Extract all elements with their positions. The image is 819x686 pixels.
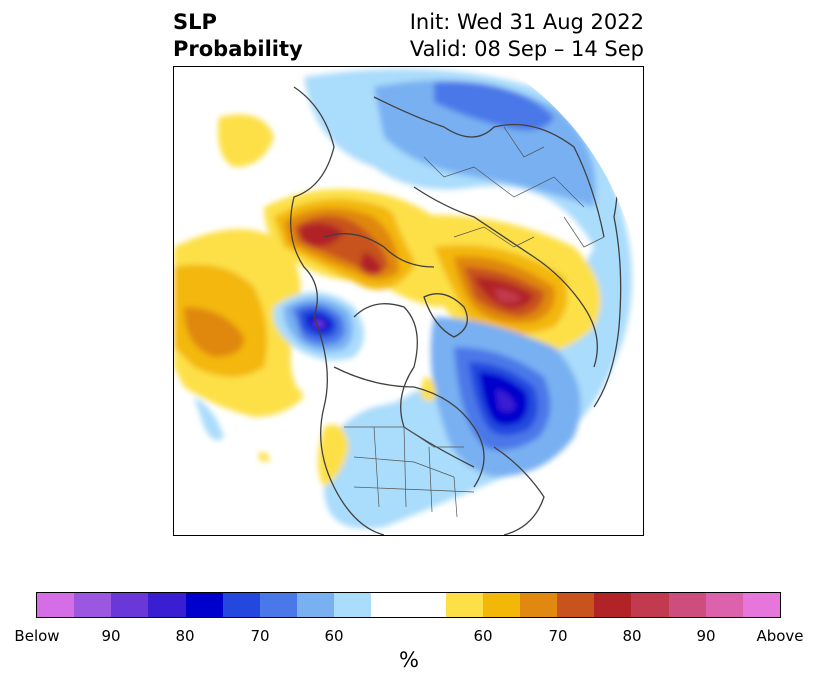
colorbar-cell-above-4: [557, 593, 595, 617]
colorbar-cell-below-1: [37, 593, 75, 617]
colorbar-tick-below: Below: [14, 627, 60, 645]
colorbar-cell-below-6: [222, 593, 260, 617]
init-date: Init: Wed 31 Aug 2022: [409, 10, 644, 34]
colorbar-tick-above-60: 60: [473, 627, 493, 645]
colorbar-tick-above-90: 90: [696, 627, 716, 645]
title-variable: SLP: [173, 10, 217, 34]
colorbar-unit-label: %: [399, 648, 419, 672]
colorbar-tick-below-60: 60: [324, 627, 344, 645]
colorbar-cell-above-5: [594, 593, 632, 617]
colorbar-tick-above-80: 80: [622, 627, 642, 645]
colorbar-cell-below-8: [297, 593, 335, 617]
colorbar-cell-below-7: [259, 593, 298, 617]
colorbar-cell-above-3: [520, 593, 558, 617]
valid-range: Valid: 08 Sep – 14 Sep: [409, 37, 644, 61]
colorbar-tick-below-80: 80: [175, 627, 195, 645]
colorbar-cell-below-9: [334, 593, 372, 617]
colorbar-cell-above-1: [445, 593, 483, 617]
colorbar-cell-above-6: [631, 593, 669, 617]
colorbar-cell-above-7: [668, 593, 706, 617]
colorbar-cell-above-9: [742, 593, 781, 617]
title-left: SLP Probability: [173, 9, 303, 63]
colorbar-cell-neutral: [371, 593, 446, 617]
probability-map: [174, 69, 632, 535]
title-field: Probability: [173, 37, 303, 61]
borders: [344, 126, 605, 518]
colorbar-cell-below-3: [111, 593, 149, 617]
colorbar-tick-above: Above: [756, 627, 804, 645]
colorbar-tick-below-90: 90: [101, 627, 121, 645]
colorbar-cell-above-2: [482, 593, 521, 617]
colorbar: [36, 592, 781, 618]
title-right: Init: Wed 31 Aug 2022 Valid: 08 Sep – 14…: [410, 9, 644, 63]
map-panel: [173, 66, 644, 536]
probability-shading: [174, 69, 632, 529]
colorbar-cell-below-5: [185, 593, 223, 617]
colorbar-cell-above-8: [705, 593, 743, 617]
colorbar-tick-above-70: 70: [548, 627, 568, 645]
colorbar-cell-below-2: [74, 593, 112, 617]
colorbar-cell-below-4: [148, 593, 186, 617]
colorbar-tick-below-70: 70: [250, 627, 270, 645]
coastlines: [290, 86, 622, 535]
